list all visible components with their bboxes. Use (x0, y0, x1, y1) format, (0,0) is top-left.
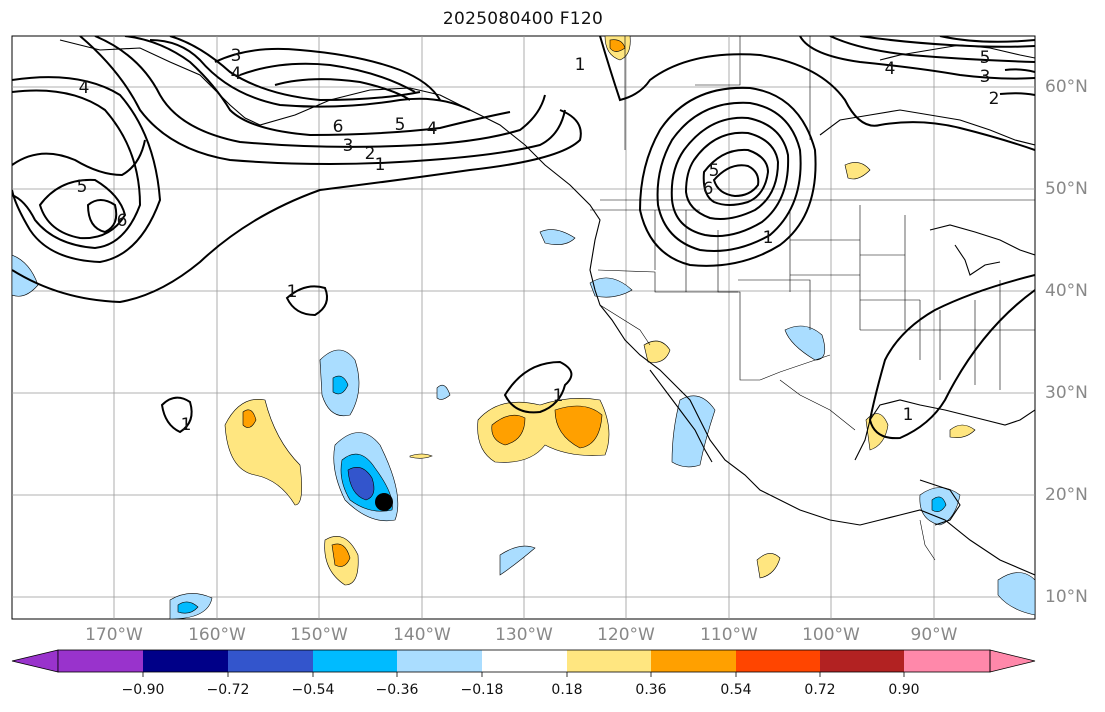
colorbar-tick-label: −0.90 (121, 682, 165, 698)
colorbar-segment (143, 650, 228, 672)
lon-label: 150°W (290, 625, 348, 645)
lon-label: 90°W (910, 625, 958, 645)
colorbar-segment (651, 650, 736, 672)
colorbar-segment (820, 650, 904, 672)
contour-label: 5 (77, 177, 88, 197)
colorbar-tick-label: 0.72 (804, 682, 836, 698)
lon-label: 170°W (85, 625, 143, 645)
lat-label: 20°N (1045, 485, 1088, 505)
lon-label: 120°W (597, 625, 655, 645)
contour-label: 4 (885, 59, 896, 79)
contours (12, 36, 1035, 440)
contour-labels: 3 4 6 5 4 3 2 1 1 5 6 4 1 5 3 2 4 5 6 1 … (77, 46, 1000, 435)
lat-label: 50°N (1045, 179, 1088, 199)
colorbar-segment (567, 650, 651, 672)
contour-label: 2 (365, 144, 376, 164)
colorbar-segment (228, 650, 313, 672)
storm-center-marker (375, 493, 393, 511)
lon-label: 130°W (495, 625, 553, 645)
colorbar-tick-label: −0.36 (375, 682, 419, 698)
contour-label: 5 (709, 161, 720, 181)
contour-label: 6 (333, 117, 344, 137)
colorbar-tick-label: 0.54 (720, 682, 752, 698)
lon-label: 160°W (188, 625, 246, 645)
contour-label: 4 (79, 78, 90, 98)
colorbar-segment (11, 649, 59, 673)
colorbar-tick-label: 0.90 (888, 682, 920, 698)
contour-label: 4 (231, 64, 242, 84)
contour-label: 1 (553, 386, 564, 406)
contour-label: 6 (117, 211, 128, 231)
lat-label: 40°N (1045, 281, 1088, 301)
lat-label: 60°N (1045, 77, 1088, 97)
colorbar-tick-label: −0.54 (291, 682, 335, 698)
lon-label: 110°W (700, 625, 758, 645)
colorbar-segment (989, 649, 1036, 673)
lat-label: 10°N (1045, 587, 1088, 607)
colorbar-segment (397, 650, 482, 672)
map-frame (11, 35, 1036, 620)
contour-label: 6 (703, 179, 714, 199)
graticule (12, 36, 1035, 619)
lon-label: 100°W (802, 625, 860, 645)
contour-label: 3 (231, 46, 242, 66)
contour-label: 2 (989, 89, 1000, 109)
lat-label: 30°N (1045, 383, 1088, 403)
lon-label: 140°W (393, 625, 451, 645)
contour-label: 4 (427, 119, 438, 139)
colorbar-tick-label: 0.36 (635, 682, 667, 698)
map-title: 2025080400 F120 (442, 9, 604, 29)
contour-label: 1 (287, 282, 298, 302)
contour-label: 1 (375, 155, 386, 175)
contour-label: 1 (181, 415, 192, 435)
colorbar-segment (904, 650, 990, 672)
contour-label: 5 (980, 48, 991, 68)
colorbar (11, 649, 1036, 677)
colorbar-segment (313, 650, 397, 672)
contour-label: 5 (395, 115, 406, 135)
colorbar-segment (736, 650, 820, 672)
coastlines (59, 39, 1035, 576)
colorbar-segment (58, 650, 143, 672)
colorbar-segment (482, 650, 567, 672)
contour-label: 1 (763, 228, 774, 248)
contour-label: 3 (343, 136, 354, 156)
colorbar-tick-label: −0.72 (206, 682, 250, 698)
contour-label: 1 (903, 405, 914, 425)
colorbar-tick-label: −0.18 (460, 682, 504, 698)
contour-label: 1 (575, 55, 586, 75)
contour-label: 3 (980, 67, 991, 87)
colorbar-tick-label: 0.18 (551, 682, 583, 698)
